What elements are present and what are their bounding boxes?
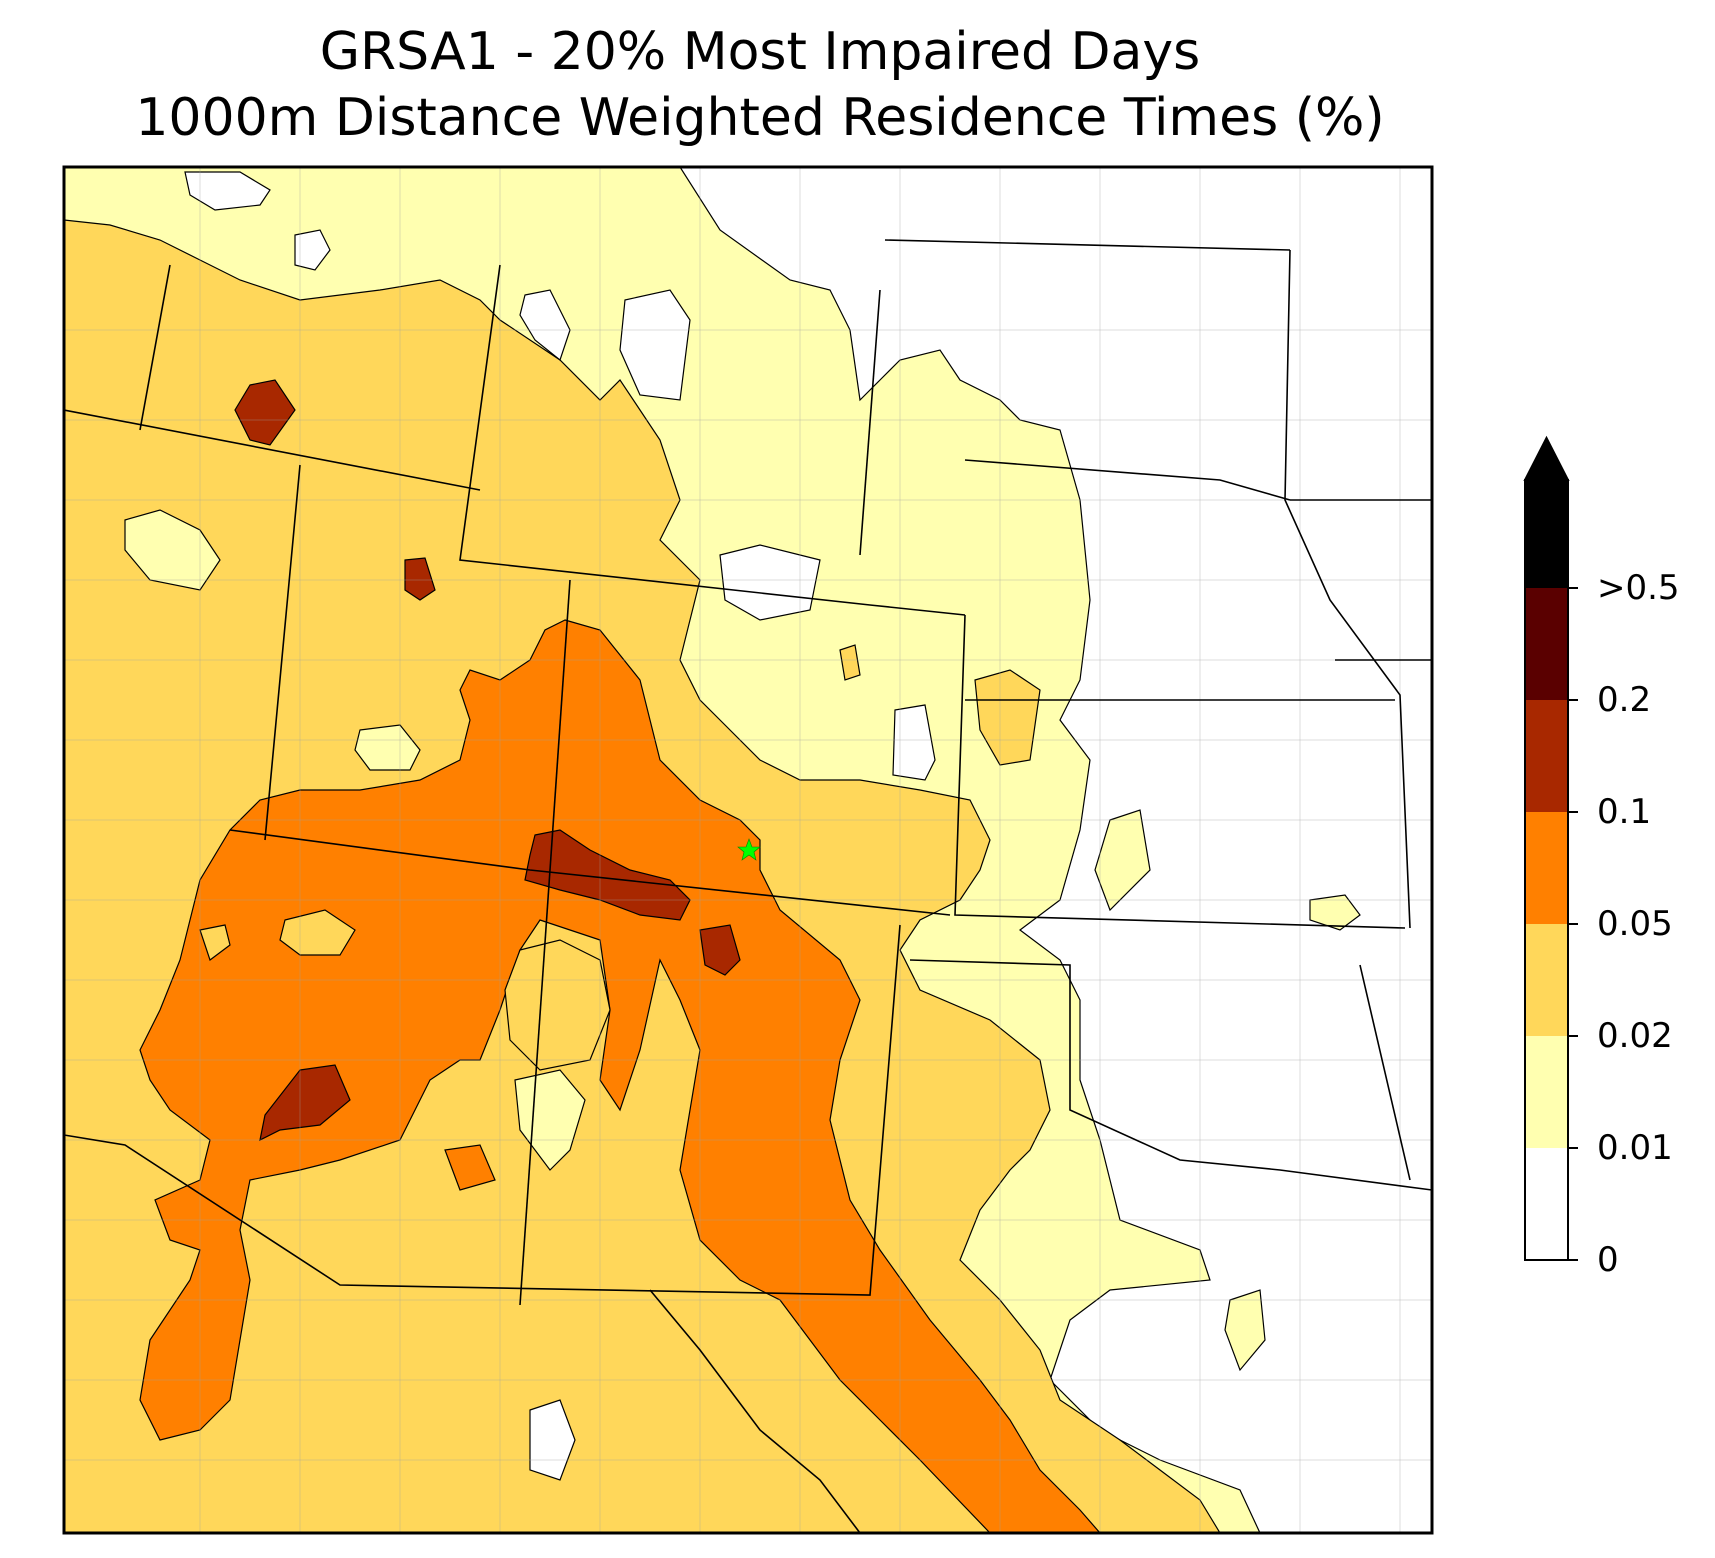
colorbar-tick-label: >0.5 [1597,568,1680,608]
colorbar-frame [1524,479,1569,1261]
colorbar-segment [1525,700,1568,812]
state-boundaries [64,239,1432,1533]
colorbar-tick-label: 0.01 [1597,1128,1673,1168]
contour-0.1 [524,829,691,921]
map-title-line-1: GRSA1 - 20% Most Impaired Days [319,22,1201,82]
colorbar-tick-label: 0.1 [1597,792,1652,832]
colorbar-segment [1525,1036,1568,1148]
colorbar-segment [1525,1148,1568,1260]
colorbar-tick-label: 0.02 [1597,1016,1673,1056]
contour-layer [64,167,1432,1533]
map-title-line-2: 1000m Distance Weighted Residence Times … [135,88,1385,148]
colorbar-segment [1525,812,1568,924]
colorbar-segment [1525,480,1568,588]
map-frame [62,165,1434,1535]
colorbar-segment [1525,924,1568,1036]
colorbar-segment [1525,588,1568,700]
colorbar [1523,435,1578,1261]
colorbar-extend-arrow [1523,435,1570,481]
site-star-icon [737,838,761,861]
colorbar-tick-label: 0.2 [1597,680,1652,720]
county-boundaries [64,167,1432,1533]
colorbar-tick-label: 0 [1597,1240,1619,1280]
colorbar-tick-label: 0.05 [1597,904,1673,944]
